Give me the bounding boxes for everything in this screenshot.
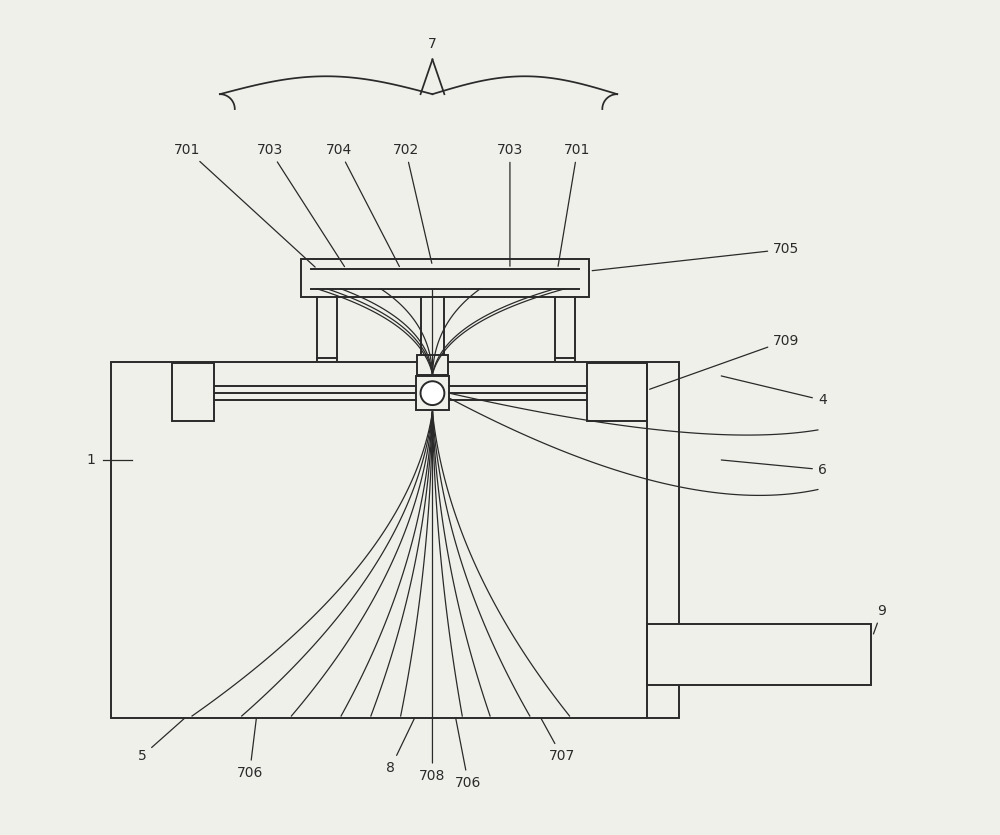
Text: 1: 1	[86, 453, 95, 467]
Bar	[417, 356, 448, 375]
Bar	[301, 259, 589, 296]
Bar	[416, 377, 449, 410]
Text: 703: 703	[497, 143, 523, 266]
Text: 702: 702	[393, 143, 432, 263]
Text: 6: 6	[721, 460, 827, 477]
Text: 704: 704	[326, 143, 399, 266]
Text: 709: 709	[650, 333, 800, 389]
Bar	[111, 362, 679, 718]
Text: 701: 701	[558, 143, 591, 266]
Circle shape	[421, 382, 444, 405]
Text: 4: 4	[721, 376, 827, 407]
Text: 707: 707	[541, 718, 575, 762]
Text: 703: 703	[256, 143, 345, 266]
Text: 9: 9	[873, 604, 886, 634]
Text: 8: 8	[386, 718, 414, 775]
Text: 7: 7	[428, 38, 437, 52]
Text: 706: 706	[455, 719, 481, 790]
Bar	[647, 624, 871, 686]
Bar	[172, 363, 214, 421]
Bar	[587, 363, 647, 421]
Text: 708: 708	[419, 719, 446, 782]
Text: 701: 701	[174, 143, 315, 267]
Text: 705: 705	[592, 242, 799, 271]
Text: 5: 5	[138, 718, 185, 762]
Text: 706: 706	[236, 719, 263, 780]
